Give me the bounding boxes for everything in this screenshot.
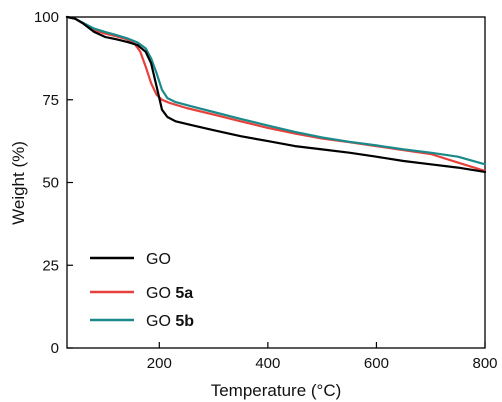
x-tick-label: 600 bbox=[364, 355, 389, 372]
series-line-go-5b bbox=[65, 15, 487, 166]
plot-area bbox=[66, 16, 486, 349]
legend-label: GO 5a bbox=[146, 285, 193, 302]
y-axis-ticks: 0 25 50 75 100 bbox=[34, 9, 73, 357]
series-layer bbox=[65, 15, 487, 173]
x-tick-label: 400 bbox=[255, 355, 280, 372]
y-tick-label: 100 bbox=[34, 9, 59, 26]
y-tick-label: 75 bbox=[42, 92, 59, 109]
x-axis-title: Temperature (°C) bbox=[211, 381, 342, 400]
plot-frame bbox=[66, 16, 486, 349]
series-line-go bbox=[65, 15, 487, 173]
x-tick-label: 800 bbox=[472, 355, 497, 372]
y-tick-label: 0 bbox=[51, 340, 59, 357]
x-tick-label: 200 bbox=[147, 355, 172, 372]
legend-label: GO bbox=[146, 251, 171, 268]
y-tick-label: 25 bbox=[42, 257, 59, 274]
y-axis-title: Weight (%) bbox=[9, 141, 28, 225]
legend-label: GO 5b bbox=[146, 313, 194, 330]
y-tick-label: 50 bbox=[42, 175, 59, 192]
legend: GO GO 5a GO 5b bbox=[90, 251, 194, 330]
x-axis-ticks: 200 400 600 800 bbox=[147, 342, 498, 372]
